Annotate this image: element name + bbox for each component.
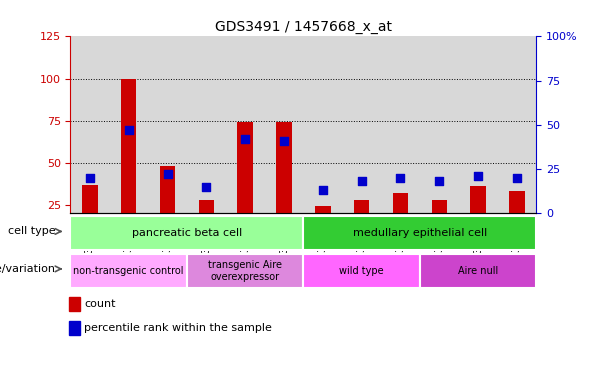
Bar [70,216,303,250]
Bar [276,122,292,213]
Title: GDS3491 / 1457668_x_at: GDS3491 / 1457668_x_at [215,20,392,34]
Bar [265,36,303,213]
Bar [199,200,214,213]
Bar [342,36,381,213]
Text: percentile rank within the sample: percentile rank within the sample [85,323,272,333]
Bar [303,36,342,213]
Text: genotype/variation: genotype/variation [0,264,55,274]
Bar [420,253,536,288]
Text: medullary epithelial cell: medullary epithelial cell [352,228,487,238]
Bar [354,200,370,213]
Bar [148,36,187,213]
Point [395,175,405,181]
Text: transgenic Aire
overexpressor: transgenic Aire overexpressor [208,260,282,281]
Bar [432,200,447,213]
Bar [69,297,80,311]
Bar [420,36,459,213]
Bar [303,253,420,288]
Point [279,137,289,144]
Bar [121,79,137,213]
Text: pancreatic beta cell: pancreatic beta cell [132,228,242,238]
Bar [187,253,303,288]
Point [357,178,367,184]
Point [473,173,483,179]
Bar [315,206,330,213]
Point [124,127,134,133]
Bar [393,193,408,213]
Bar [237,122,253,213]
Bar [69,321,80,335]
Point [318,187,328,193]
Bar [303,216,536,250]
Text: Aire null: Aire null [458,266,498,276]
Point [240,136,250,142]
Bar [459,36,498,213]
Point [512,175,522,181]
Bar [226,36,265,213]
Bar [82,185,97,213]
Point [202,184,211,190]
Point [162,171,172,177]
Bar [498,36,536,213]
Text: wild type: wild type [340,266,384,276]
Text: count: count [85,299,116,309]
Bar [109,36,148,213]
Bar [381,36,420,213]
Bar [509,191,525,213]
Point [435,178,444,184]
Bar [70,253,187,288]
Bar [187,36,226,213]
Bar [470,186,486,213]
Point [85,175,95,181]
Text: cell type: cell type [8,227,55,237]
Text: non-transgenic control: non-transgenic control [74,266,184,276]
Bar [160,166,175,213]
Bar [70,36,109,213]
